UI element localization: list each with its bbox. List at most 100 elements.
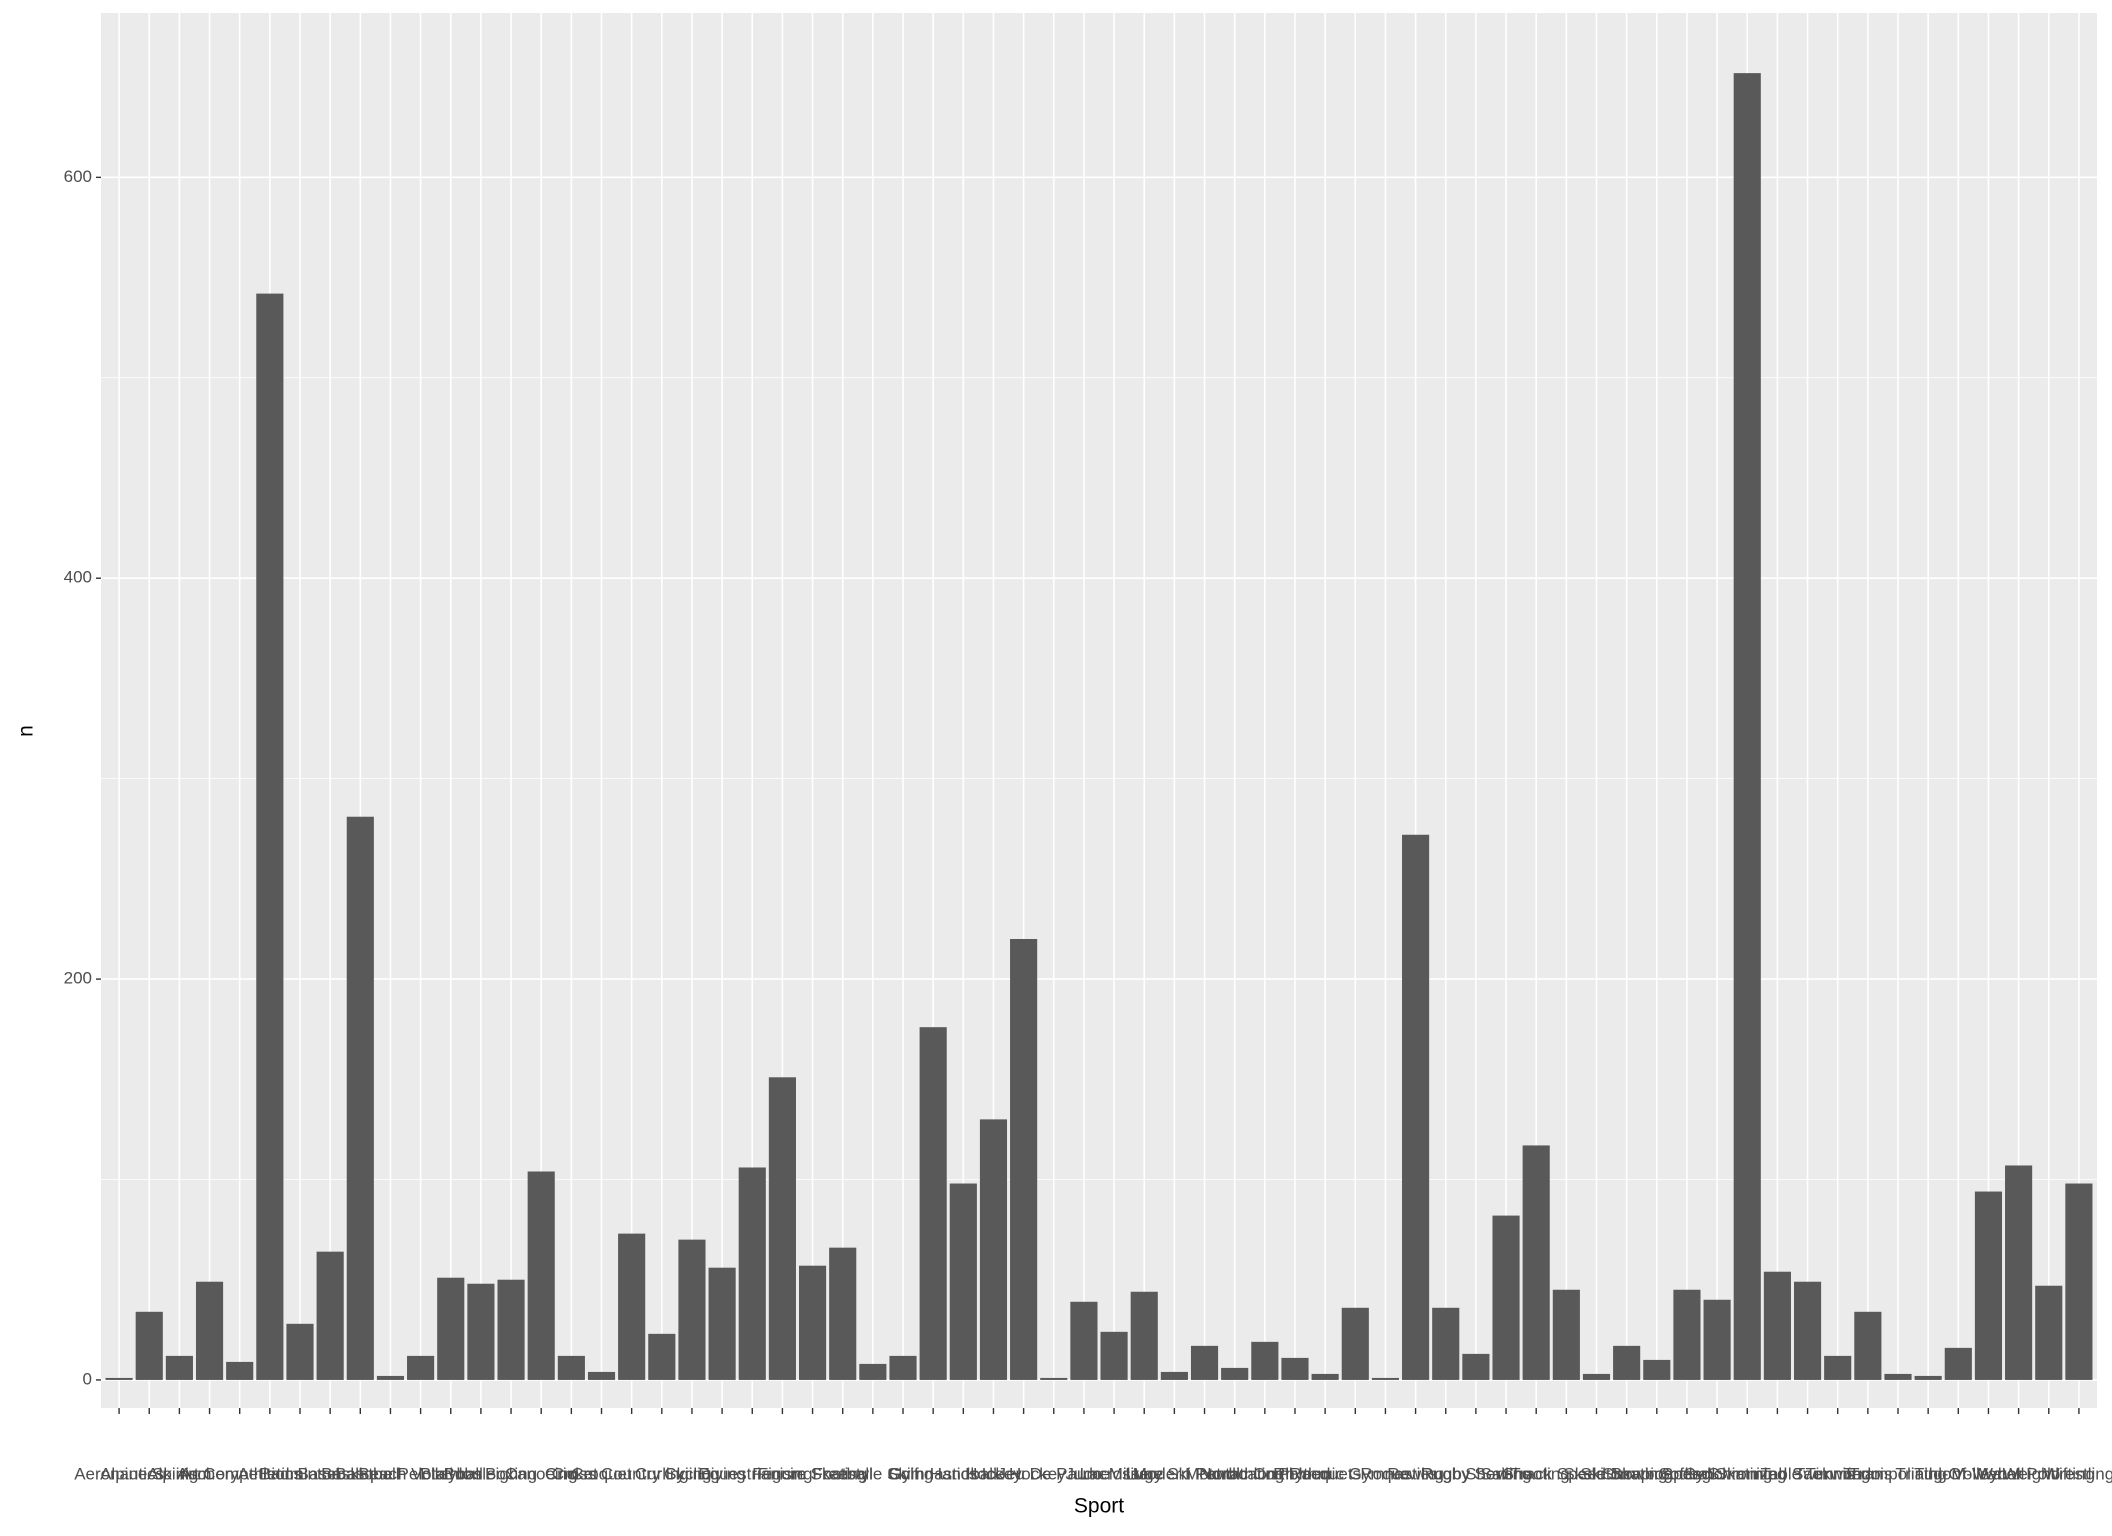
y-tick-label: 0 [83,1369,92,1388]
x-tick-label: Gymnastics [889,1464,978,1483]
bar [648,1333,676,1380]
x-tick-label: Hockey [965,1464,1022,1483]
x-tick-label: Tug-Of-War [1914,1464,2003,1483]
bar [226,1361,254,1380]
x-tick-label: Alpinism [147,1464,211,1483]
bar [165,1355,193,1380]
bar [105,1377,133,1380]
x-tick-label: Ice Hockey [982,1464,1067,1483]
bar [316,1251,344,1380]
x-tick-label: Speed Skating [1662,1464,1773,1483]
bar [738,1167,766,1380]
x-tick-label: Weightlifting [2003,1464,2095,1483]
bar [1010,938,1038,1380]
x-tick-label: Volleyball [1953,1464,2025,1483]
bar [798,1265,827,1380]
x-tick-label: Cricket [545,1464,598,1483]
bar [1944,1347,1972,1380]
bar [1733,73,1761,1380]
bar [407,1355,435,1380]
bar [1251,1341,1279,1380]
bar [1040,1377,1068,1380]
x-tick-label: Curling [635,1464,689,1483]
bar [1492,1215,1520,1380]
bar [1402,834,1430,1380]
x-tick-label: Trampolining [1849,1464,1947,1483]
bar [1552,1289,1580,1380]
x-tick-label: Military Ski Patrol [1109,1464,1240,1483]
x-tick-label: Cross Country Skiing [552,1464,712,1483]
bar [859,1363,887,1380]
x-tick-label: Polo [1278,1464,1312,1483]
bar [256,293,284,1380]
bar [1221,1367,1249,1380]
x-tick-label: Shooting [1503,1464,1570,1483]
x-tick-label: Diving [698,1464,745,1483]
x-axis-title: Sport [1074,1495,1124,1518]
bar [346,816,374,1380]
y-tick-label: 600 [64,167,92,186]
x-tick-label: Cycling [664,1464,720,1483]
x-tick-label: Tennis [1843,1464,1892,1483]
x-tick-label: Rugby [1421,1464,1471,1483]
bar [2005,1165,2033,1380]
x-tick-label: Jeu De Paume [998,1464,1110,1483]
bar [1793,1281,1822,1380]
x-tick-label: Nordic Combined [1199,1464,1330,1483]
bar [768,1077,796,1380]
bar [376,1375,405,1380]
bar [1643,1359,1671,1380]
bar [1763,1271,1791,1380]
x-tick-label: Short Track Speed Skating [1465,1464,1667,1483]
x-tick-label: Swimming [1708,1464,1786,1483]
bar [1974,1191,2003,1380]
bar [1914,1375,1942,1380]
bar [1130,1291,1158,1380]
bar [1613,1345,1641,1380]
x-tick-label: Croquet [571,1464,632,1483]
bar [2035,1285,2063,1380]
bar [919,1027,947,1380]
bar [1673,1289,1701,1380]
x-tick-label: Handball [930,1464,997,1483]
bar [467,1283,495,1380]
x-tick-label: Canoeing [505,1464,578,1483]
x-tick-label: Biathlon [420,1464,481,1483]
x-tick-label: Beach Volleyball [358,1464,483,1483]
bar [2065,1183,2093,1380]
bar [1070,1301,1098,1380]
bar [1100,1331,1128,1380]
bar [618,1233,646,1380]
x-tick-label: Football [812,1464,872,1483]
x-tick-label: Athletics [238,1464,302,1483]
x-tick-label: Sailing [1481,1464,1532,1483]
x-tick-label: Judo [1065,1464,1102,1483]
y-tick-label: 200 [64,969,92,988]
x-tick-label: Taekwondo [1795,1464,1881,1483]
x-tick-label: Racquets [1289,1464,1361,1483]
bars [105,73,2093,1380]
x-tick-label: Triathlon [1895,1464,1961,1483]
bar [1311,1373,1339,1380]
x-tick-label: Wrestling [2044,1464,2112,1483]
bar [979,1119,1008,1380]
bar [195,1281,224,1380]
x-tick-label: Lacrosse [1080,1464,1149,1483]
x-tick-label: Rugby Sevens [1421,1464,1532,1483]
bar [678,1239,706,1380]
x-tick-label: Ski Jumping [1580,1464,1673,1483]
y-axis-title: n [15,725,38,737]
x-tick-label: Table Tennis [1760,1464,1854,1483]
x-tick-label: Softball [1659,1464,1716,1483]
x-tick-label: Snowboarding [1602,1464,1711,1483]
x-tick-label: Archery [180,1464,239,1483]
bar [1371,1377,1400,1380]
bar [1522,1145,1550,1380]
bar [557,1355,585,1380]
bar [1160,1371,1188,1380]
x-tick-label: Bobsleigh [444,1464,519,1483]
x-tick-label: Basketball [321,1464,399,1483]
x-tick-label: Aeronautics [74,1464,164,1483]
